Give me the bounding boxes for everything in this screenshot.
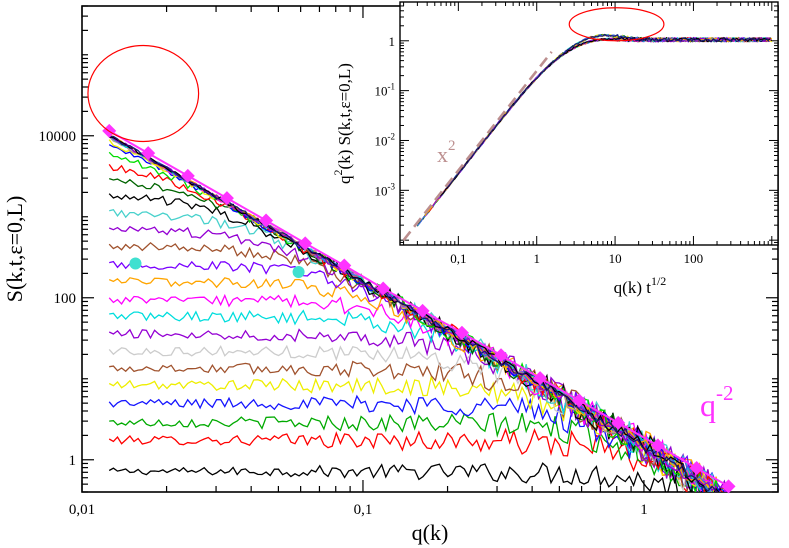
x-tick-label: 1	[640, 502, 648, 518]
annotation-base: q	[700, 387, 716, 423]
reference-marker	[219, 191, 234, 206]
highlight-point	[292, 266, 305, 279]
x-tick-label: 0,01	[69, 502, 95, 518]
x-axis-title: q(k)	[412, 520, 449, 545]
reference-marker	[689, 461, 704, 476]
reference-marker	[650, 438, 665, 453]
inset-x-tick-label: 1	[533, 251, 540, 266]
series-line-t12	[109, 260, 727, 492]
reference-marker	[376, 281, 391, 296]
inset-y-tick-label: 10-1	[375, 82, 396, 99]
series-line-t7	[108, 344, 716, 492]
inset-series	[416, 33, 773, 227]
series-line-t1	[108, 462, 694, 492]
inset-y-tick-label: 10-2	[375, 131, 396, 148]
y-tick-label: 100	[54, 291, 77, 307]
inset-y-axis-title: q2(k) S(k,t,ε=0,L)	[331, 63, 354, 184]
inset-x-tick-label: 10	[609, 251, 622, 266]
reference-marker	[259, 213, 274, 228]
inset-x-tick-label: 0,1	[450, 251, 466, 266]
main-highlight-ellipse	[87, 44, 200, 143]
inset-x-axis-title: q(k) t1/2	[614, 274, 667, 297]
y-tick-label: 1	[69, 453, 77, 469]
highlight-point	[129, 257, 142, 270]
main-plot: 0,01 0,1 1 1 100 10000 q(k) S(k,t,ε=0,L) q-2	[2, 5, 779, 545]
inset-guide-line	[402, 51, 553, 241]
inset-axis-ticks	[400, 1, 778, 246]
inset-series-line	[447, 33, 770, 188]
inset-y-tick-label: 1	[389, 34, 396, 49]
inset-plot: 0,1 1 10 100 10-3 10-2 10-1 1 q(k) t1/2 q2(k) S(k…	[331, 1, 779, 297]
reference-marker	[533, 371, 548, 386]
inset-highlight-ellipse	[568, 7, 665, 42]
series-line-t3	[109, 412, 719, 492]
inset-guide-label: x2	[437, 138, 456, 167]
reference-marker	[141, 146, 156, 161]
x-tick-label: 0,1	[354, 502, 373, 518]
inset-y-tick-label: 10-3	[375, 181, 396, 198]
y-axis-title: S(k,t,ε=0,L)	[2, 196, 27, 303]
main-series	[108, 133, 730, 492]
reference-marker	[611, 415, 626, 430]
power-law-annotation: q-2	[700, 381, 734, 423]
reference-marker	[415, 303, 430, 318]
reference-marker	[494, 348, 509, 363]
reference-markers	[102, 123, 736, 494]
reference-marker	[298, 236, 313, 251]
reference-marker	[454, 325, 469, 340]
annotation-exponent: -2	[716, 381, 734, 405]
reference-marker	[337, 258, 352, 273]
reference-marker	[721, 479, 736, 494]
reference-marker	[180, 168, 195, 183]
reference-marker	[572, 393, 587, 408]
y-tick-label: 10000	[39, 129, 77, 145]
inset-x-tick-label: 100	[684, 251, 704, 266]
